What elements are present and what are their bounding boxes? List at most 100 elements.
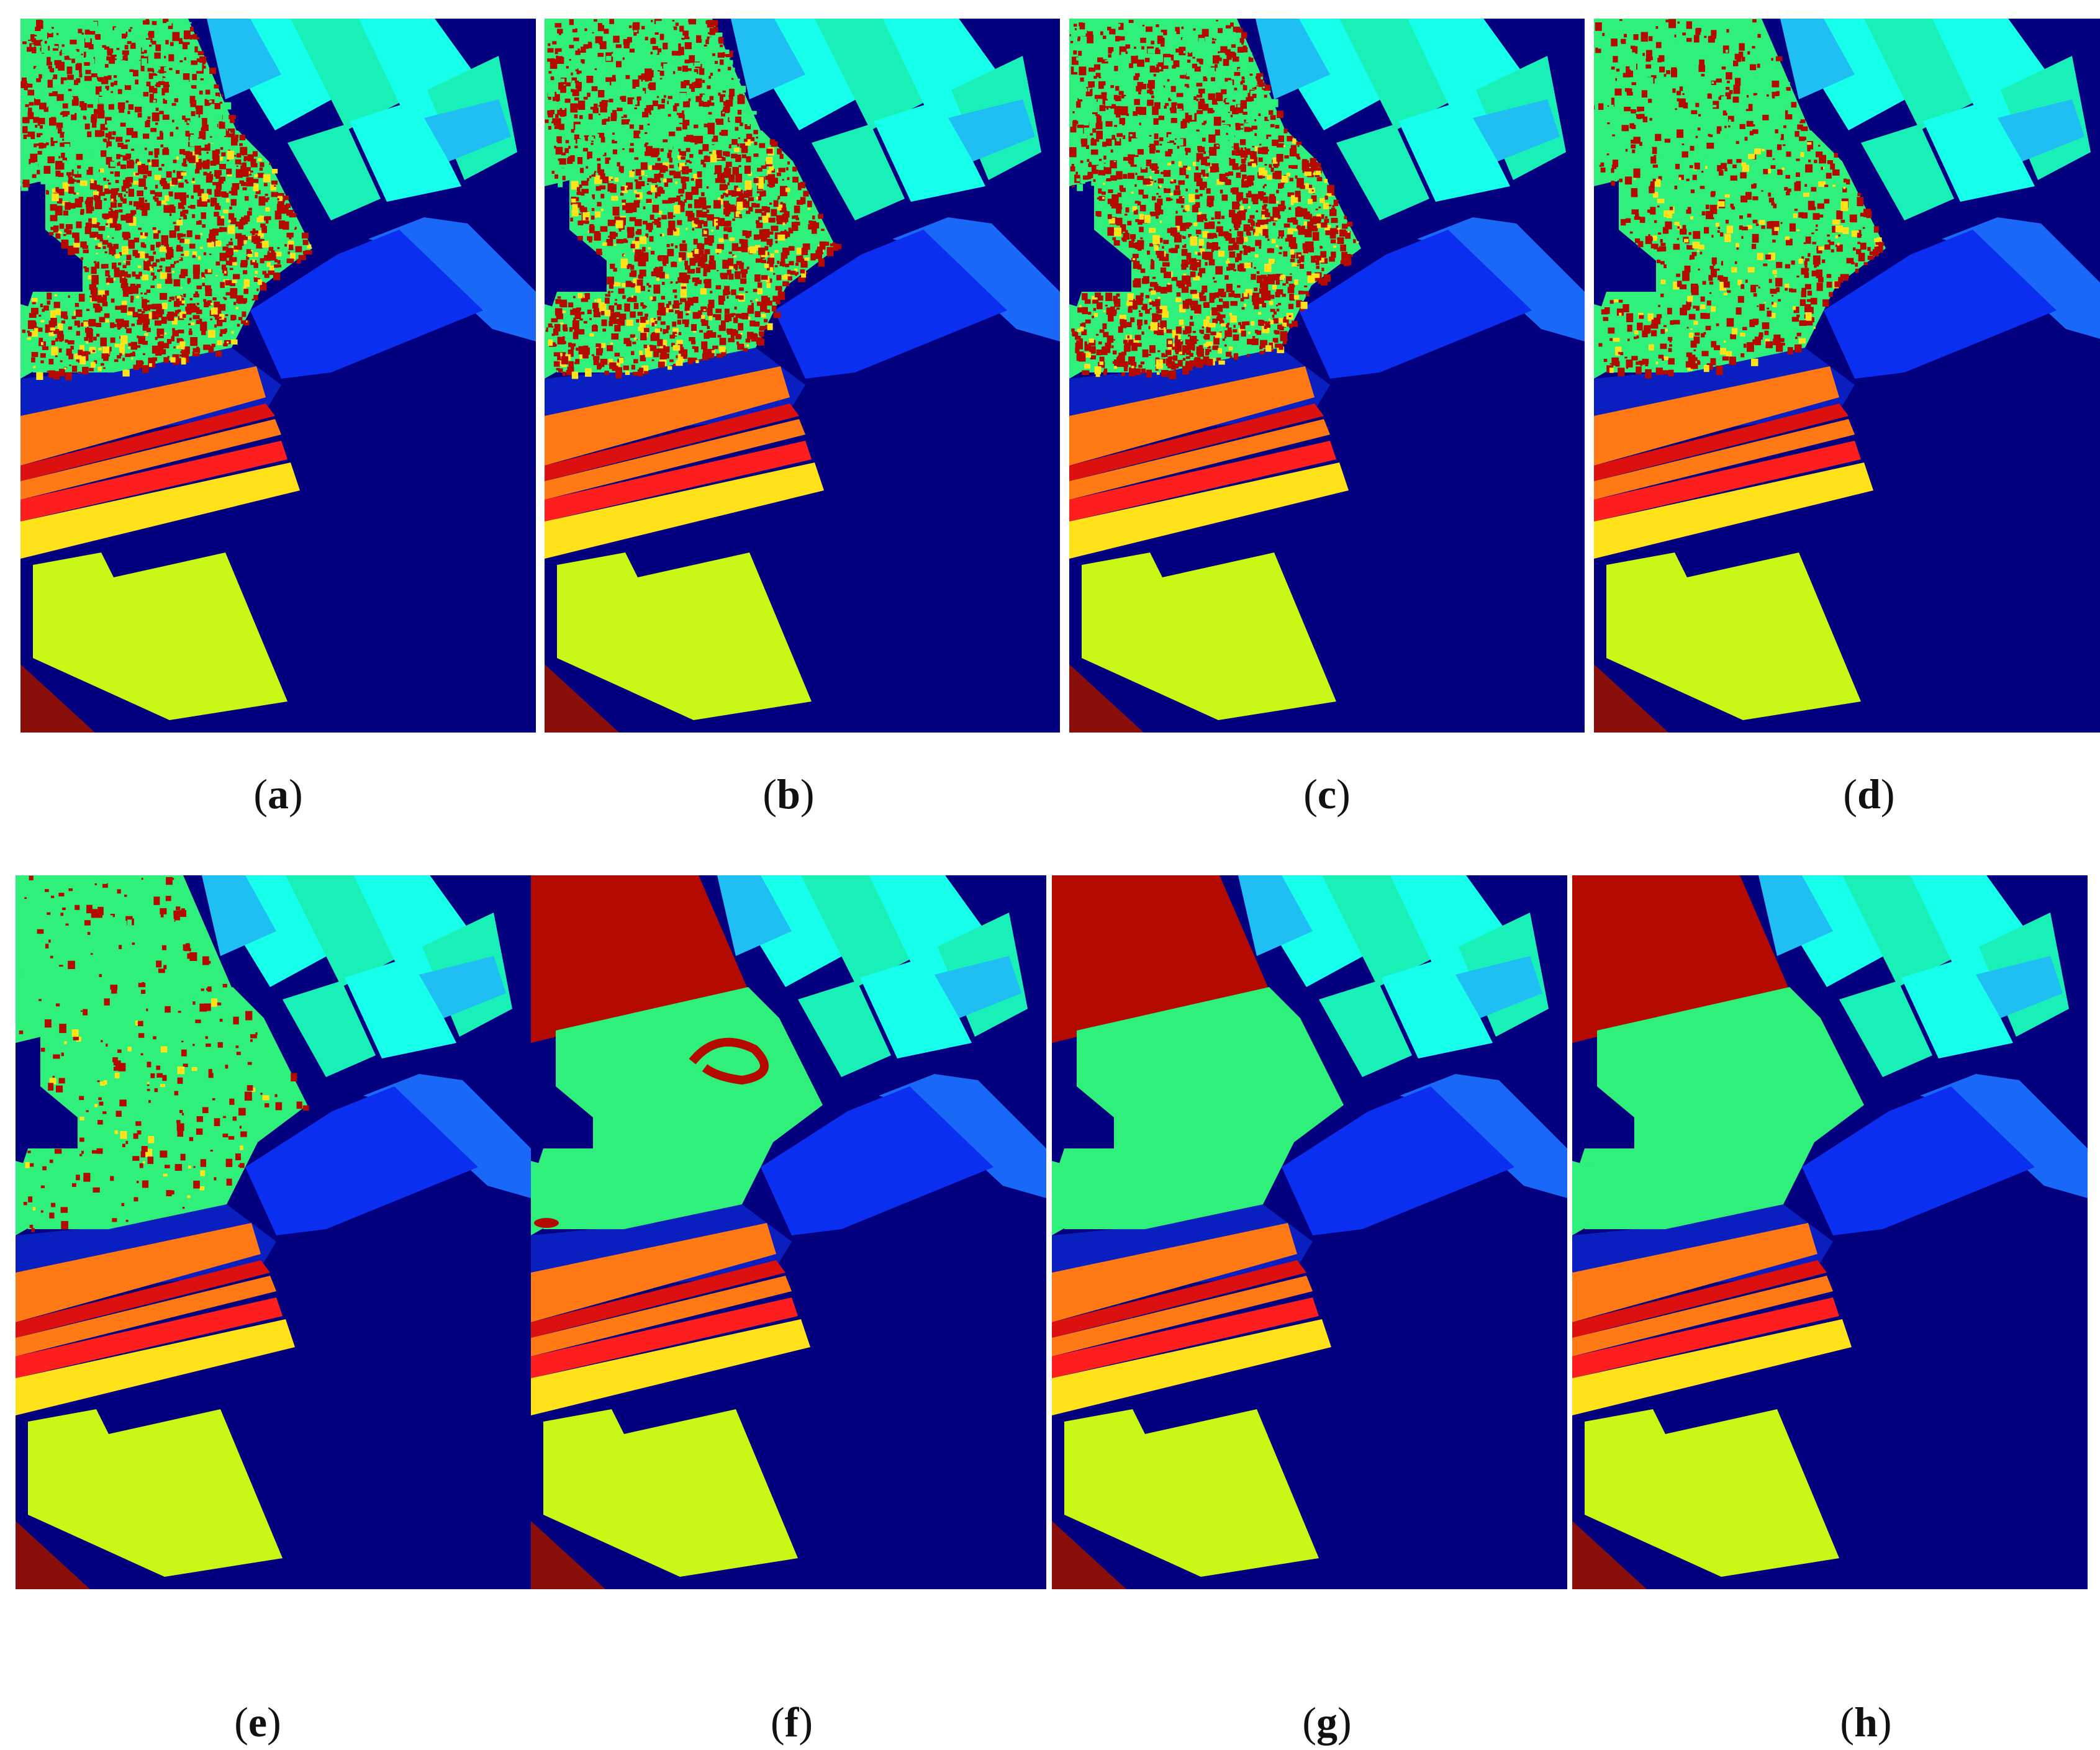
- speckle: [1264, 204, 1267, 207]
- speckle: [545, 129, 553, 134]
- speckle: [1304, 171, 1312, 176]
- speckle: [283, 221, 289, 230]
- speckle: [1125, 207, 1129, 213]
- speckle: [1159, 86, 1164, 93]
- speckle: [125, 79, 132, 86]
- speckle: [1133, 261, 1140, 269]
- speckle: [171, 317, 178, 325]
- speckle: [748, 197, 754, 201]
- speckle: [723, 106, 730, 114]
- speckle: [182, 115, 186, 120]
- speckle: [1187, 299, 1192, 302]
- speckle: [87, 131, 92, 137]
- speckle: [649, 236, 654, 242]
- speckle: [192, 351, 200, 356]
- speckle: [200, 63, 202, 65]
- speckle: [638, 84, 643, 86]
- speckle: [1195, 202, 1200, 208]
- speckle: [576, 86, 582, 91]
- speckle: [228, 220, 231, 223]
- speckle: [1185, 76, 1190, 79]
- speckle: [715, 249, 722, 253]
- speckle: [115, 187, 119, 192]
- speckle: [193, 184, 201, 193]
- speckle: [1185, 174, 1189, 179]
- speckle: [227, 160, 229, 161]
- speckle: [258, 279, 262, 285]
- speckle: [651, 359, 654, 361]
- speckle: [1146, 26, 1153, 32]
- speckle: [691, 186, 699, 195]
- speckle: [114, 210, 119, 214]
- speckle: [658, 173, 661, 174]
- speckle: [241, 165, 247, 169]
- speckle: [621, 124, 627, 129]
- speckle: [271, 192, 279, 197]
- speckle: [644, 143, 648, 147]
- speckle: [632, 79, 640, 89]
- speckle: [214, 96, 219, 100]
- speckle: [639, 133, 645, 138]
- speckle: [138, 227, 142, 230]
- speckle: [1175, 343, 1182, 353]
- speckle: [71, 316, 76, 320]
- speckle: [31, 351, 38, 358]
- speckle: [1251, 65, 1257, 71]
- speckle: [581, 312, 585, 315]
- speckle: [230, 282, 235, 286]
- speckle: [255, 252, 258, 257]
- speckle: [558, 336, 561, 339]
- stripe: [20, 366, 266, 466]
- speckle: [735, 295, 740, 299]
- speckle: [88, 351, 91, 354]
- speckle: [746, 266, 749, 269]
- speckle: [242, 147, 247, 151]
- speckle: [1168, 134, 1175, 141]
- speckle: [164, 244, 170, 250]
- speckle: [283, 196, 289, 201]
- speckle: [1198, 238, 1205, 246]
- speckle: [731, 330, 738, 336]
- speckle: [75, 303, 79, 307]
- speckle: [707, 85, 711, 89]
- speckle: [629, 124, 634, 129]
- speckle: [176, 127, 179, 130]
- speckle: [1202, 231, 1209, 238]
- speckle: [609, 305, 615, 313]
- speckle: [680, 298, 687, 302]
- stripe: [1069, 366, 1315, 466]
- speckle: [580, 168, 584, 173]
- lime-field: [1082, 553, 1336, 720]
- speckle: [591, 33, 595, 38]
- speckle: [1270, 294, 1275, 299]
- speckle: [166, 22, 172, 26]
- speckle: [721, 320, 726, 327]
- speckle: [148, 358, 156, 368]
- speckle: [225, 280, 233, 286]
- speckle: [105, 319, 109, 323]
- speckle: [777, 260, 780, 264]
- speckle: [826, 246, 834, 256]
- speckle: [48, 92, 53, 97]
- speckle: [1190, 271, 1196, 277]
- speckle: [1140, 167, 1148, 173]
- speckle: [145, 19, 150, 22]
- speckle: [1103, 183, 1105, 185]
- speckle: [259, 167, 263, 171]
- speckle: [551, 121, 555, 124]
- speckle: [1182, 196, 1185, 198]
- speckle: [633, 295, 637, 300]
- speckle: [108, 131, 112, 135]
- speckle: [1093, 313, 1098, 317]
- light-blue-block: [424, 99, 511, 161]
- speckle: [123, 261, 126, 263]
- speckle: [189, 303, 196, 310]
- speckle: [214, 169, 222, 176]
- speckle: [658, 302, 664, 310]
- speckle: [134, 63, 140, 70]
- speckle: [661, 142, 666, 147]
- speckle: [1123, 340, 1128, 344]
- speckle: [643, 365, 648, 369]
- speckle: [1311, 195, 1317, 202]
- speckle: [138, 251, 145, 259]
